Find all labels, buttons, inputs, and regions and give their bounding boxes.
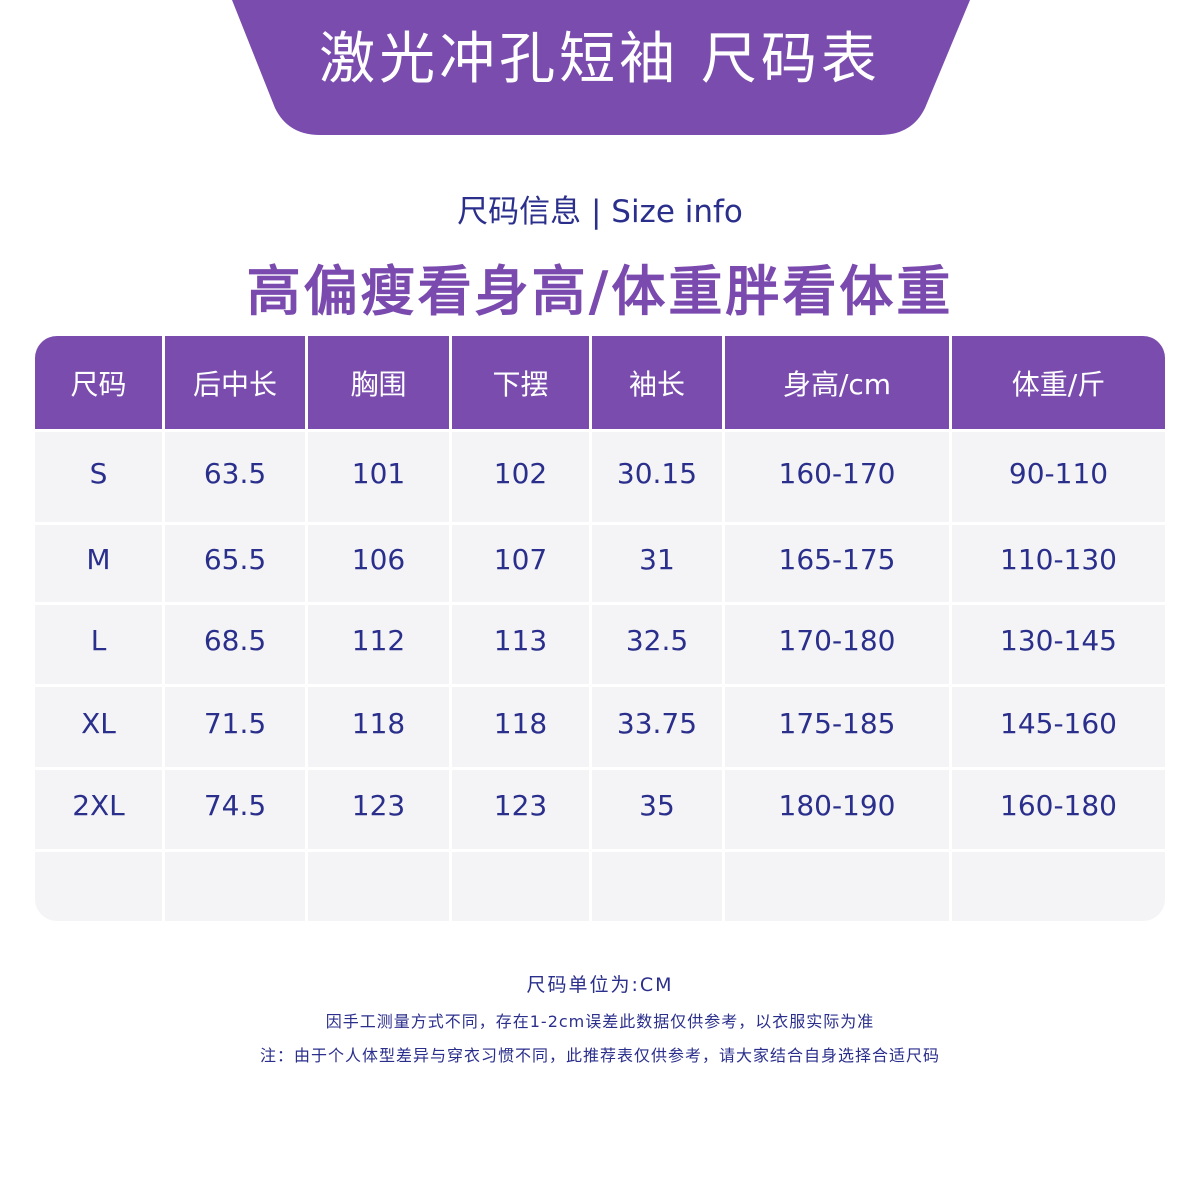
table-cell: 160-180 (952, 770, 1165, 849)
note: 注：由于个人体型差异与穿衣习惯不同，此推荐表仅供参考，请大家结合自身选择合适尺码 (259, 1046, 940, 1065)
banner-shape (232, 0, 970, 135)
table-cell: 33.75 (592, 687, 722, 767)
table-cell: 30.15 (592, 432, 722, 522)
header-cell: 后中长 (165, 336, 305, 429)
empty-cell (35, 852, 162, 921)
table-cell: 165-175 (725, 525, 949, 602)
subtitle: 尺码信息 | Size info (457, 194, 743, 230)
table-cell: 118 (308, 687, 449, 767)
header-cell: 身高/cm (725, 336, 949, 429)
table-cell: 123 (452, 770, 589, 849)
table-cell: 74.5 (165, 770, 305, 849)
table-cell: 170-180 (725, 605, 949, 684)
note: 因手工测量方式不同，存在1-2cm误差此数据仅供参考，以衣服实际为准 (325, 1012, 875, 1031)
table-cell: 65.5 (165, 525, 305, 602)
table-cell: 63.5 (165, 432, 305, 522)
empty-cell (952, 852, 1165, 921)
header-cell: 胸围 (308, 336, 449, 429)
table-cell: 106 (308, 525, 449, 602)
table-cell: 175-185 (725, 687, 949, 767)
empty-cell (452, 852, 589, 921)
table-cell: 2XL (35, 770, 162, 849)
table-cell: 107 (452, 525, 589, 602)
table-cell: 102 (452, 432, 589, 522)
table-cell: 145-160 (952, 687, 1165, 767)
title-banner (232, 0, 970, 135)
table-cell: 110-130 (952, 525, 1165, 602)
slogan: 高偏瘦看身高/体重胖看体重 (246, 260, 954, 323)
header-cell: 尺码 (35, 336, 162, 429)
empty-cell (592, 852, 722, 921)
size-table: 尺码 后中长 胸围 下摆 袖长 身高/cm 体重/斤 S 63.5 101 102 30.15 160-… (35, 336, 1165, 921)
table-cell: 113 (452, 605, 589, 684)
title: 激光冲孔短袖 尺码表 (319, 27, 881, 92)
table-cell: 112 (308, 605, 449, 684)
table-cell: 123 (308, 770, 449, 849)
table-cell: S (35, 432, 162, 522)
empty-cell (165, 852, 305, 921)
empty-cell (725, 852, 949, 921)
table-cell: 35 (592, 770, 722, 849)
table-cell: XL (35, 687, 162, 767)
table-cell: 71.5 (165, 687, 305, 767)
header-cell: 下摆 (452, 336, 589, 429)
table-cell: 160-170 (725, 432, 949, 522)
table-cell: M (35, 525, 162, 602)
table-cell: 90-110 (952, 432, 1165, 522)
header-cell: 袖长 (592, 336, 722, 429)
empty-cell (308, 852, 449, 921)
table-cell: 31 (592, 525, 722, 602)
unit-note: 尺码单位为:CM (526, 974, 674, 996)
table-cell: 180-190 (725, 770, 949, 849)
table-cell: 130-145 (952, 605, 1165, 684)
table-cell: 32.5 (592, 605, 722, 684)
table-cell: L (35, 605, 162, 684)
table-cell: 118 (452, 687, 589, 767)
table-cell: 101 (308, 432, 449, 522)
table-cell: 68.5 (165, 605, 305, 684)
header-cell: 体重/斤 (952, 336, 1165, 429)
